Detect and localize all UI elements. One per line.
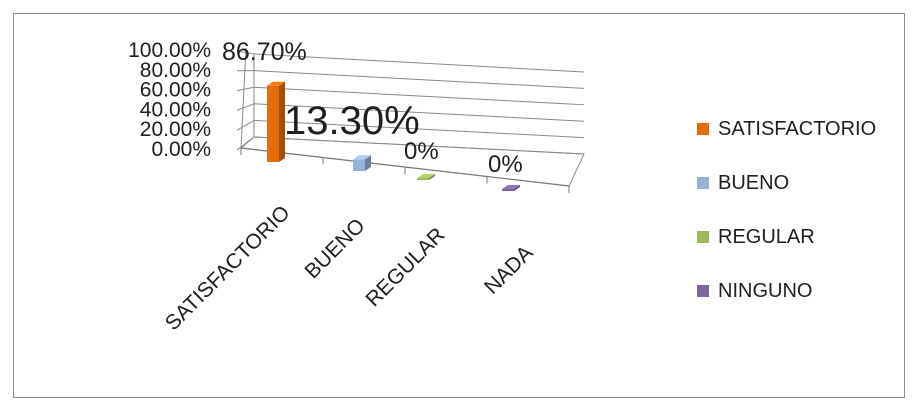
side-gridline: [236, 86, 255, 92]
y-axis-tick-labels: 0.00%20.00%40.00%60.00%80.00%100.00%: [128, 39, 211, 161]
bar-top: [417, 174, 435, 178]
y-axis-line: [240, 47, 247, 149]
y-tick-label: 0.00%: [151, 138, 211, 161]
y-tick-label: 60.00%: [140, 79, 211, 102]
bar-chart: 0.00%20.00%40.00%60.00%80.00%100.00% SAT…: [128, 38, 876, 335]
bar-front: [267, 85, 279, 162]
y-tick-label: 100.00%: [128, 39, 211, 62]
legend: SATISFACTORIO BUENO REGULAR NINGUNO: [697, 118, 876, 302]
gridline: [253, 70, 585, 89]
bar-side: [365, 155, 371, 171]
bar: [417, 174, 435, 180]
legend-swatch: [697, 123, 709, 135]
bar: [267, 81, 285, 162]
x-tick-label: BUENO: [300, 214, 369, 283]
y-tick-label: 40.00%: [140, 98, 211, 121]
y-tick-label: 80.00%: [140, 59, 211, 82]
bar-side: [279, 81, 285, 162]
legend-label: REGULAR: [718, 226, 815, 248]
gridline: [253, 53, 585, 73]
x-tick-label: NADA: [480, 241, 538, 299]
legend-label: NINGUNO: [718, 280, 812, 302]
data-labels: 86.70%13.30%0% 0%: [222, 38, 523, 178]
bar-top: [502, 185, 520, 189]
legend-swatch: [697, 231, 709, 243]
bar: [353, 155, 371, 171]
legend-swatch: [697, 177, 709, 189]
bars: [267, 81, 520, 191]
axes: [239, 47, 585, 193]
legend-label: SATISFACTORIO: [718, 118, 876, 140]
data-label: 13.30%: [284, 99, 420, 143]
x-tick-label: SATISFACTORIO: [161, 201, 295, 335]
legend-entry: BUENO: [697, 172, 789, 194]
bar: [502, 185, 520, 191]
gridline: [253, 86, 585, 106]
bar-top: [353, 155, 371, 160]
legend-entry: REGULAR: [697, 226, 815, 248]
legend-entry: SATISFACTORIO: [697, 118, 876, 140]
bar-front: [353, 159, 365, 171]
legend-swatch: [697, 285, 709, 297]
side-gridline: [236, 103, 255, 111]
side-gridline: [236, 119, 255, 131]
data-label: 0%: [404, 138, 439, 165]
bar-front: [502, 189, 514, 191]
data-label: 86.70%: [222, 38, 307, 66]
bar-side: [429, 174, 435, 180]
bar-top: [267, 81, 285, 86]
legend-entry: NINGUNO: [697, 280, 812, 302]
bar-side: [514, 185, 520, 191]
chart-frame: 0.00% 20.00% 40.00% 60.00% 80.00% 100.00% SAT…: [13, 13, 905, 398]
gridline: [253, 103, 585, 122]
data-label: 0%: [488, 151, 523, 178]
gridlines: [236, 50, 585, 155]
x-tick-label: REGULAR: [361, 223, 449, 311]
bar-front: [417, 178, 429, 180]
legend-label: BUENO: [718, 172, 789, 194]
y-tick-label: 20.00%: [140, 118, 211, 141]
gridline: [253, 119, 585, 139]
